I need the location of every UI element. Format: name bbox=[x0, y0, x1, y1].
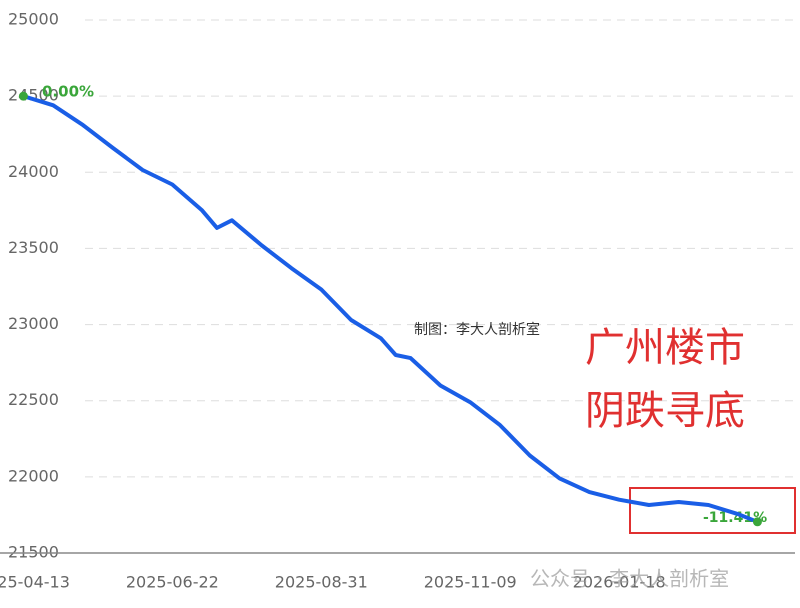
x-tick-label: 2025-08-31 bbox=[275, 573, 368, 592]
end-change: -11.41% bbox=[703, 510, 767, 526]
y-tick-label: 23000 bbox=[8, 314, 59, 333]
watermark: 公众号 · 李大人剖析室 bbox=[530, 567, 729, 591]
line bbox=[22, 94, 759, 524]
end-point bbox=[752, 517, 762, 527]
start-change: 0.00% bbox=[42, 83, 94, 101]
credit: 制图：李大人剖析室 bbox=[414, 321, 540, 338]
y-tick-label: 22000 bbox=[8, 466, 59, 485]
x-tick-label: 2025-04-13 bbox=[0, 573, 70, 592]
y-tick-label: 24000 bbox=[8, 162, 59, 181]
x-tick-label: 2026-01-18 bbox=[573, 573, 666, 592]
x-tick-label: 2025-11-09 bbox=[424, 573, 517, 592]
y-tick-label: 21500 bbox=[8, 543, 59, 562]
y-tick-label: 25000 bbox=[8, 10, 59, 29]
x-tick-label: 2025-06-22 bbox=[126, 573, 219, 592]
headline: 广州楼市 bbox=[585, 325, 745, 371]
end-point bbox=[18, 91, 28, 101]
y-tick-label: 24500 bbox=[8, 86, 59, 105]
y-tick-label: 22500 bbox=[8, 390, 59, 409]
highlight-box bbox=[629, 487, 796, 534]
y-tick-label: 23500 bbox=[8, 238, 59, 257]
headline: 阴跌寻底 bbox=[585, 388, 745, 434]
